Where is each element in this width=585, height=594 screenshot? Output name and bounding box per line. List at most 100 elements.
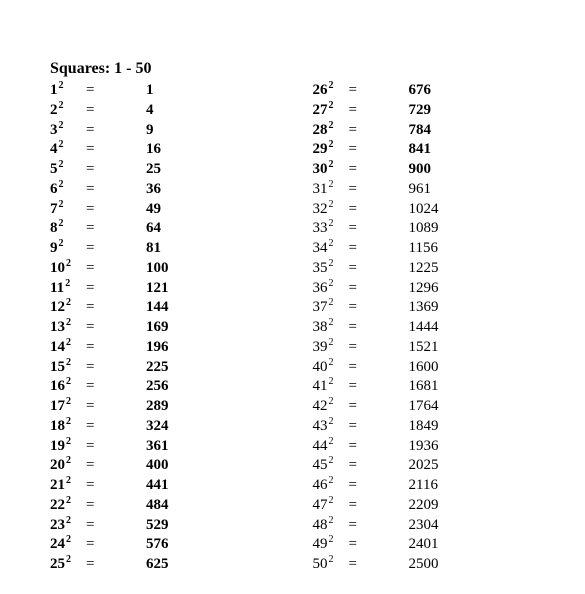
base-cell: 62	[50, 179, 86, 199]
table-row: 432=1849	[313, 416, 536, 436]
base-cell: 472	[313, 495, 349, 515]
exponent: 2	[329, 100, 334, 111]
exponent: 2	[66, 475, 71, 486]
equals-sign: =	[349, 81, 409, 100]
base-cell: 392	[313, 337, 349, 357]
base-number: 30	[313, 161, 328, 177]
base-cell: 362	[313, 278, 349, 298]
base-cell: 372	[313, 297, 349, 317]
equals-sign: =	[86, 318, 146, 337]
exponent: 2	[66, 396, 71, 407]
square-value: 729	[409, 101, 536, 120]
table-row: 52=25	[50, 159, 273, 179]
exponent: 2	[329, 436, 334, 447]
table-row: 82=64	[50, 218, 273, 238]
exponent: 2	[59, 179, 64, 190]
equals-sign: =	[86, 417, 146, 436]
exponent: 2	[59, 199, 64, 210]
table-row: 452=2025	[313, 455, 536, 475]
base-cell: 142	[50, 337, 86, 357]
base-cell: 322	[313, 199, 349, 219]
base-number: 20	[50, 457, 65, 473]
base-number: 36	[313, 280, 328, 296]
equals-sign: =	[86, 516, 146, 535]
table-row: 302=900	[313, 159, 536, 179]
equals-sign: =	[86, 101, 146, 120]
exponent: 2	[329, 376, 334, 387]
base-number: 24	[50, 536, 65, 552]
base-number: 37	[313, 299, 328, 315]
base-cell: 22	[50, 100, 86, 120]
equals-sign: =	[86, 279, 146, 298]
square-value: 900	[409, 160, 536, 179]
exponent: 2	[66, 495, 71, 506]
equals-sign: =	[349, 338, 409, 357]
square-value: 676	[409, 81, 536, 100]
base-number: 46	[313, 477, 328, 493]
table-row: 172=289	[50, 396, 273, 416]
exponent: 2	[329, 179, 334, 190]
base-number: 2	[50, 102, 58, 118]
table-row: 292=841	[313, 139, 536, 159]
base-cell: 352	[313, 258, 349, 278]
base-number: 38	[313, 319, 328, 335]
table-row: 392=1521	[313, 337, 536, 357]
exponent: 2	[66, 436, 71, 447]
base-cell: 182	[50, 416, 86, 436]
equals-sign: =	[86, 81, 146, 100]
equals-sign: =	[86, 160, 146, 179]
square-value: 289	[146, 397, 273, 416]
table-row: 342=1156	[313, 238, 536, 258]
equals-sign: =	[86, 338, 146, 357]
square-value: 1681	[409, 377, 536, 396]
square-value: 49	[146, 200, 273, 219]
square-value: 144	[146, 298, 273, 317]
exponent: 2	[329, 416, 334, 427]
base-cell: 502	[313, 554, 349, 574]
exponent: 2	[329, 238, 334, 249]
table-row: 122=144	[50, 297, 273, 317]
exponent: 2	[329, 554, 334, 565]
left-column: 12=122=432=942=1652=2562=3672=4982=6492=…	[50, 80, 273, 574]
equals-sign: =	[349, 279, 409, 298]
equals-sign: =	[86, 555, 146, 574]
base-number: 21	[50, 477, 65, 493]
equals-sign: =	[349, 121, 409, 140]
table-row: 262=676	[313, 80, 536, 100]
base-cell: 112	[50, 278, 86, 298]
square-value: 225	[146, 358, 273, 377]
base-cell: 132	[50, 317, 86, 337]
table-row: 142=196	[50, 337, 273, 357]
square-value: 1936	[409, 437, 536, 456]
base-cell: 32	[50, 120, 86, 140]
table-row: 92=81	[50, 238, 273, 258]
base-cell: 432	[313, 416, 349, 436]
equals-sign: =	[349, 437, 409, 456]
equals-sign: =	[86, 535, 146, 554]
equals-sign: =	[349, 397, 409, 416]
table-row: 212=441	[50, 475, 273, 495]
table-row: 472=2209	[313, 495, 536, 515]
base-number: 1	[50, 82, 58, 98]
base-cell: 72	[50, 199, 86, 219]
equals-sign: =	[86, 397, 146, 416]
equals-sign: =	[349, 555, 409, 574]
exponent: 2	[66, 376, 71, 387]
table-row: 242=576	[50, 534, 273, 554]
exponent: 2	[329, 199, 334, 210]
table-row: 442=1936	[313, 436, 536, 456]
exponent: 2	[66, 357, 71, 368]
base-cell: 402	[313, 357, 349, 377]
page-title: Squares: 1 - 50	[50, 60, 535, 78]
exponent: 2	[66, 416, 71, 427]
exponent: 2	[329, 357, 334, 368]
base-number: 5	[50, 161, 58, 177]
exponent: 2	[329, 455, 334, 466]
base-cell: 312	[313, 179, 349, 199]
square-value: 81	[146, 239, 273, 258]
table-row: 72=49	[50, 199, 273, 219]
exponent: 2	[66, 534, 71, 545]
exponent: 2	[329, 120, 334, 131]
table-row: 32=9	[50, 120, 273, 140]
exponent: 2	[66, 297, 71, 308]
